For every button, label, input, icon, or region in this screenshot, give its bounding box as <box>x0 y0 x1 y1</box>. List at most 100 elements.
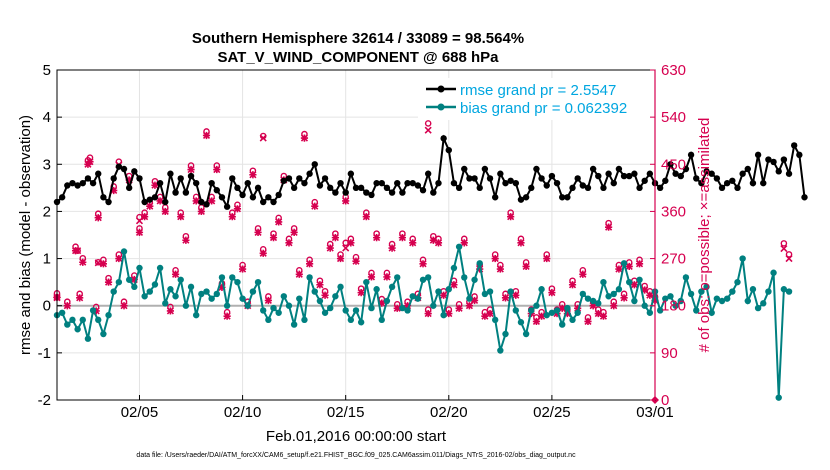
rmse-point <box>79 179 86 187</box>
y-tick-label: 2 <box>43 203 51 220</box>
y-tick-label: 3 <box>43 156 51 173</box>
rmse-point <box>538 175 545 182</box>
obs-assimilated-marker <box>434 239 443 247</box>
obs-possible-marker <box>424 120 432 127</box>
y-tick-label: 5 <box>43 62 51 79</box>
obs-assimilated-marker <box>584 317 592 326</box>
rmse-point <box>589 165 597 173</box>
obs-assimilated-marker <box>589 302 597 310</box>
rmse-point <box>306 170 313 177</box>
obs-assimilated-marker <box>450 281 458 289</box>
obs-assimilated-marker <box>532 317 541 326</box>
bias-point <box>270 304 277 312</box>
rmse-point <box>244 179 251 187</box>
rmse-point <box>507 177 514 184</box>
rmse-point <box>69 179 76 187</box>
bias-point <box>162 300 169 307</box>
bias-point <box>368 304 375 312</box>
rmse-point <box>399 189 406 196</box>
y2-tick-label: 0 <box>661 392 669 409</box>
rmse-point <box>734 184 741 192</box>
y-axis-label: rmse and bias (model - observation) <box>17 115 34 355</box>
rmse-point <box>234 184 241 192</box>
rmse-point <box>641 177 648 184</box>
bias-point <box>373 286 380 293</box>
rmse-point <box>512 179 520 187</box>
bias-point <box>569 316 576 324</box>
rmse-point <box>445 146 452 154</box>
obs-assimilated-marker <box>249 171 257 179</box>
bias-point <box>543 311 550 319</box>
rmse-point <box>363 189 370 196</box>
rmse-point <box>693 175 700 182</box>
obs-assimilated-marker <box>187 165 195 174</box>
bias-point <box>615 286 623 293</box>
rmse-point <box>775 168 782 175</box>
rmse-point <box>760 179 767 187</box>
bias-point <box>610 290 617 298</box>
bias-point <box>528 307 535 314</box>
rmse-point <box>208 179 215 187</box>
obs-assimilated-marker <box>491 254 499 263</box>
rmse-point <box>151 194 159 201</box>
rmse-point <box>522 194 530 201</box>
rmse-point <box>739 170 746 177</box>
obs-assimilated-marker <box>455 304 463 312</box>
bias-point <box>192 311 200 319</box>
obs-assimilated-marker <box>156 197 164 205</box>
bias-point <box>553 307 561 314</box>
obs-assimilated-marker <box>238 265 247 273</box>
y2-tick-label: 450 <box>661 156 686 173</box>
bias-point <box>342 307 349 314</box>
obs-assimilated-marker <box>429 236 437 244</box>
rmse-point <box>162 198 169 206</box>
rmse-point <box>254 184 262 192</box>
rmse-point <box>404 179 411 187</box>
y2-tick-label: 630 <box>661 62 686 79</box>
bias-point <box>357 319 365 326</box>
obs-assimilated-marker <box>501 294 510 302</box>
bias-point <box>89 307 97 314</box>
obs-assimilated-marker <box>646 291 654 299</box>
bias-point <box>296 295 303 302</box>
bias-point <box>110 288 117 295</box>
bias-point <box>693 307 700 314</box>
obs-assimilated-marker <box>481 312 489 320</box>
bias-point <box>100 330 107 338</box>
bias-point <box>327 304 334 312</box>
rmse-series <box>53 134 808 210</box>
bias-point <box>223 302 231 309</box>
bias-point <box>332 293 339 300</box>
bias-point <box>95 316 102 324</box>
obs-assimilated-marker <box>403 302 412 310</box>
y-tick-label: -2 <box>38 392 51 409</box>
bias-point <box>347 316 355 324</box>
rmse-point <box>466 175 473 182</box>
plot-area <box>57 70 655 400</box>
bias-point <box>450 264 458 272</box>
rmse-point <box>378 179 385 187</box>
rmse-point <box>58 194 66 201</box>
bias-point <box>244 302 251 309</box>
rmse-point <box>110 175 117 182</box>
rmse-point <box>182 189 190 196</box>
rmse-point <box>548 172 556 180</box>
rmse-point <box>491 194 499 201</box>
rmse-point <box>486 175 494 182</box>
obs-assimilated-marker <box>563 309 571 318</box>
obs-assimilated-marker <box>285 239 293 247</box>
bias-point <box>600 278 607 286</box>
bias-point <box>208 295 215 302</box>
bias-point <box>177 276 184 283</box>
obs-assimilated-marker <box>275 218 283 226</box>
rmse-point <box>780 156 788 163</box>
obs-assimilated-marker <box>295 270 303 278</box>
bias-point <box>409 293 416 300</box>
legend-bias-marker <box>437 103 445 111</box>
bias-point <box>363 278 370 286</box>
obs-assimilated-marker <box>146 202 154 210</box>
bias-point <box>151 281 159 288</box>
rmse-point <box>785 170 793 177</box>
bias-point <box>419 276 427 283</box>
rmse-point <box>285 175 293 182</box>
